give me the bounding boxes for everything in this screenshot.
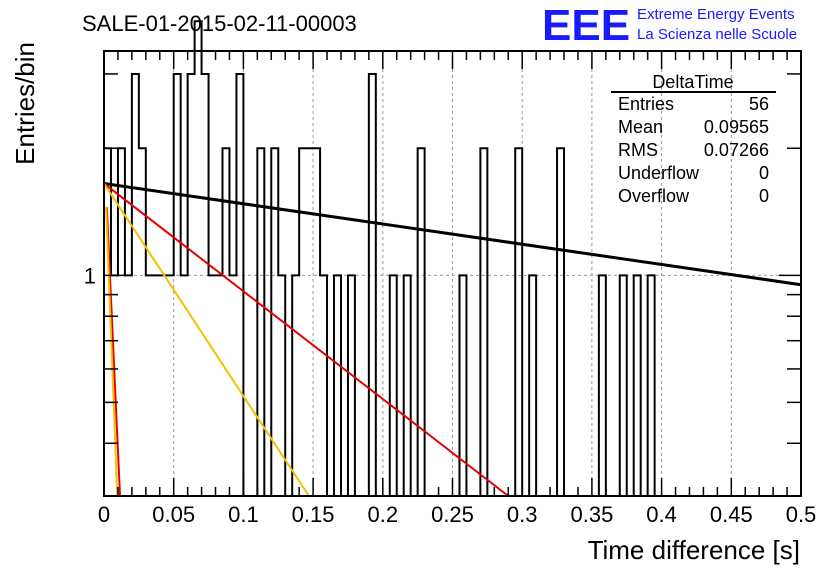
fit-curve-5 [105,207,119,497]
stats-value: 0.07266 [704,140,769,160]
stats-value: 0 [759,186,769,206]
fit-curve-3 [103,182,310,497]
fit-curve-1 [103,182,802,287]
x-tick-label: 0.25 [431,502,474,527]
eee-logo: EEE Extreme Energy Events La Scienza nel… [542,1,797,50]
x-tick-label: 0.1 [228,502,259,527]
stats-value: 56 [749,94,769,114]
stats-label: Entries [618,94,674,114]
x-tick-label: 0.45 [710,502,753,527]
x-axis-title: Time difference [s] [588,535,800,565]
stats-value: 0 [759,163,769,183]
stats-label: Mean [618,117,663,137]
logo-line-1: Extreme Energy Events [637,6,795,23]
histogram-outline [103,20,801,497]
x-tick-label: 0.4 [646,502,677,527]
y-tick-labels: 1 [84,263,96,288]
chart-title: SALE-01-2015-02-11-00003 [82,11,357,36]
stats-title: DeltaTime [652,72,733,92]
fit-curve-4 [105,207,122,497]
fit-curve-2 [103,182,509,497]
x-tick-label: 0.05 [152,502,195,527]
y-tick-label: 1 [84,263,96,288]
x-tick-label: 0.35 [570,502,613,527]
stats-label: Overflow [618,186,690,206]
fit-curves [103,182,802,497]
axis-ticks [103,51,802,497]
y-axis-title: Entries/bin [10,42,40,165]
stats-label: RMS [618,140,658,160]
x-tick-label: 0.3 [507,502,538,527]
stats-label: Underflow [618,163,700,183]
x-tick-label: 0.5 [786,502,817,527]
x-tick-labels: 0 0.05 0.1 0.15 0.2 0.25 0.3 0.35 0.4 0.45 0.5 [98,502,816,527]
stats-value: 0.09565 [704,117,769,137]
x-tick-label: 0.2 [368,502,399,527]
logo-line-2: La Scienza nelle Scuole [637,26,797,43]
x-tick-label: 0.15 [292,502,335,527]
logo-mark: EEE [542,1,630,50]
stats-box: DeltaTime Entries 56 Mean 0.09565 RMS 0.07266… [611,72,776,206]
x-tick-label: 0 [98,502,110,527]
